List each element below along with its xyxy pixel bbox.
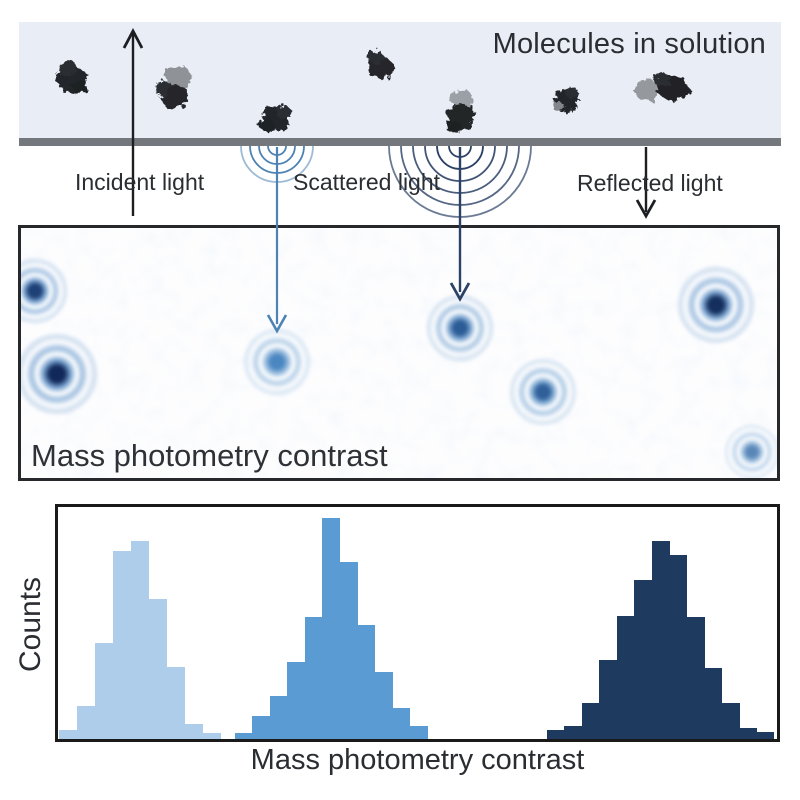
contrast-panel-label: Mass photometry contrast xyxy=(31,438,388,473)
histogram-bar xyxy=(704,667,723,739)
histogram-bar xyxy=(339,561,358,739)
histogram-bar xyxy=(76,705,96,739)
histogram-bar xyxy=(599,660,618,739)
histogram-bar xyxy=(202,733,222,739)
scattered-light-label: Scattered light xyxy=(293,169,441,195)
histogram-bar xyxy=(669,554,688,739)
histogram-bars-layer xyxy=(58,507,777,739)
histogram-bar xyxy=(252,715,271,739)
y-axis-label: Counts xyxy=(14,576,47,672)
histogram-bar xyxy=(686,617,705,739)
psf-spot xyxy=(243,328,311,396)
histogram-bar xyxy=(304,617,323,739)
psf-spot xyxy=(426,294,494,362)
histogram-bar xyxy=(374,671,393,739)
psf-spot xyxy=(724,424,777,478)
histogram-bar xyxy=(546,730,565,739)
histogram-bar xyxy=(166,666,186,739)
psf-spot xyxy=(21,333,98,415)
histogram-bar xyxy=(634,580,653,739)
histogram-bar xyxy=(112,550,132,739)
solution-panel-title: Molecules in solution xyxy=(492,28,766,60)
psf-spot xyxy=(677,266,755,344)
histogram-bar xyxy=(721,702,740,739)
histogram-bar xyxy=(581,702,600,739)
histogram-bar xyxy=(59,730,78,739)
histogram-bar xyxy=(130,541,150,739)
psf-spot xyxy=(509,358,577,426)
incident-light-label: Incident light xyxy=(75,169,205,195)
histogram-bar xyxy=(269,696,288,739)
contrast-image-panel: Mass photometry contrast xyxy=(18,225,780,481)
histogram-bar xyxy=(235,733,253,739)
histogram-bar xyxy=(184,724,204,739)
histogram-bar xyxy=(651,541,670,739)
histogram-bar xyxy=(739,728,757,739)
histogram-bar xyxy=(564,726,583,739)
background-speckle-texture xyxy=(21,228,777,478)
histogram-bar xyxy=(409,726,428,739)
histogram-bar xyxy=(392,707,411,739)
coverslip-surface xyxy=(19,138,781,146)
histogram-bar xyxy=(756,732,775,739)
histogram-bar xyxy=(94,642,114,739)
histogram-bar xyxy=(357,624,376,739)
histogram-bar xyxy=(148,598,168,739)
x-axis-label: Mass photometry contrast xyxy=(250,744,585,776)
histogram-bar xyxy=(322,517,341,739)
histogram-bar xyxy=(616,616,635,739)
histogram-bar xyxy=(287,662,306,739)
reflected-light-label: Reflected light xyxy=(577,170,723,196)
histogram-plot-area xyxy=(55,504,780,742)
